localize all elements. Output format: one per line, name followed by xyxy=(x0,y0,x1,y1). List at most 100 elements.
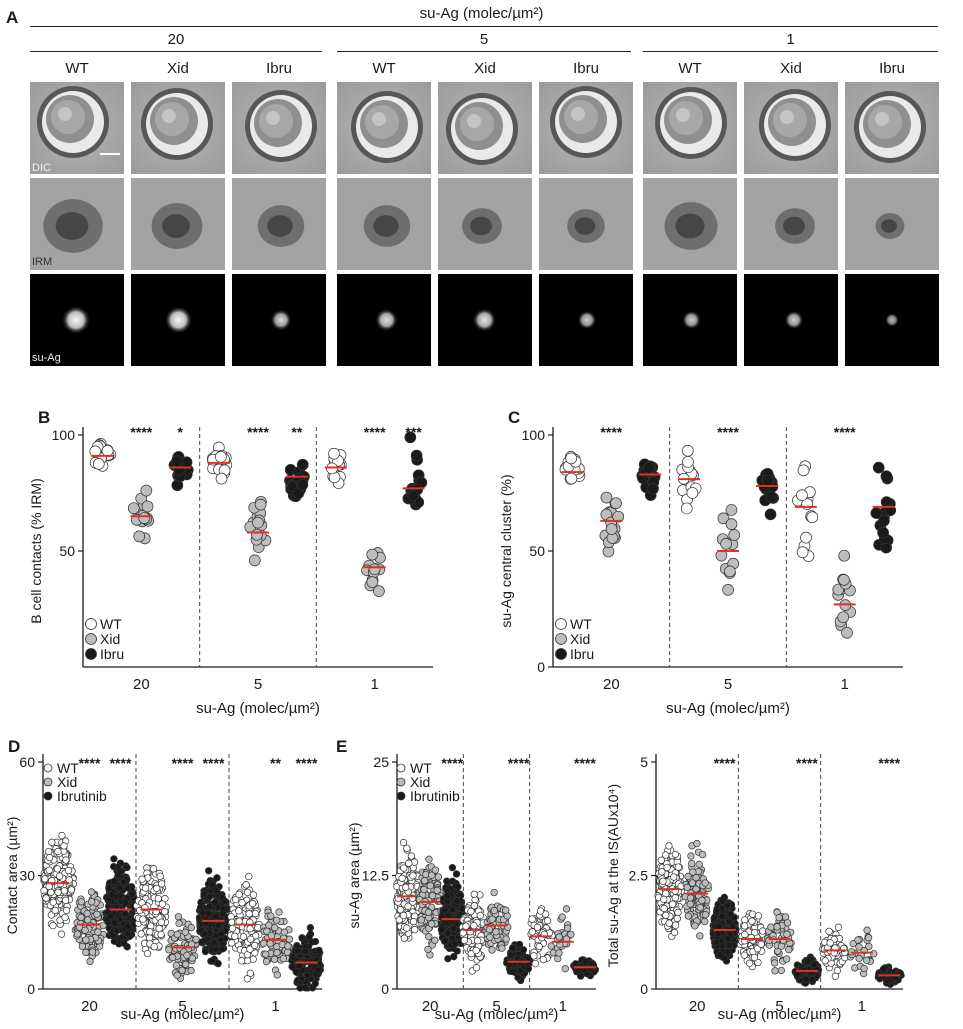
data-point xyxy=(45,866,53,874)
data-point xyxy=(420,876,429,885)
dic-image xyxy=(845,82,939,174)
dic-image xyxy=(30,82,124,174)
data-point xyxy=(366,548,379,561)
significance-stars: **** xyxy=(834,424,856,440)
data-point xyxy=(725,918,733,926)
row-label-irm: IRM xyxy=(32,256,53,268)
legend-marker xyxy=(396,777,406,787)
data-point xyxy=(643,462,655,475)
data-point xyxy=(249,899,257,908)
y-tick-label: 2.5 xyxy=(629,868,649,884)
data-point xyxy=(246,945,254,953)
data-point xyxy=(205,902,214,911)
data-point xyxy=(121,898,129,906)
data-point xyxy=(61,896,70,904)
data-point xyxy=(426,882,434,890)
data-point xyxy=(688,859,696,868)
data-point xyxy=(555,933,563,941)
data-point xyxy=(124,922,132,930)
data-point xyxy=(110,877,118,886)
data-point xyxy=(783,930,791,938)
data-point xyxy=(407,489,420,502)
data-point xyxy=(691,922,699,930)
data-point xyxy=(110,919,119,927)
data-point xyxy=(680,502,693,515)
significance-stars: **** xyxy=(247,424,269,440)
data-point xyxy=(663,863,671,872)
data-point xyxy=(266,940,274,948)
data-point xyxy=(64,866,73,875)
data-point xyxy=(251,909,260,918)
data-point xyxy=(101,445,114,457)
data-point xyxy=(411,925,419,934)
y-tick-label: 0 xyxy=(537,659,545,675)
data-point xyxy=(671,850,680,859)
dic-image xyxy=(232,82,326,174)
data-point xyxy=(77,913,85,921)
data-point xyxy=(473,937,482,945)
irm-image xyxy=(30,178,124,270)
legend-marker xyxy=(555,633,567,645)
data-point xyxy=(698,896,706,905)
data-point xyxy=(399,838,408,847)
data-point xyxy=(605,523,618,535)
data-point xyxy=(470,890,478,898)
data-point xyxy=(647,482,659,495)
data-point xyxy=(422,870,430,879)
data-point xyxy=(315,946,323,955)
data-point xyxy=(78,942,87,951)
data-point xyxy=(825,927,833,936)
data-point xyxy=(425,855,433,863)
data-point xyxy=(306,924,315,932)
data-point xyxy=(681,444,694,457)
significance-stars: **** xyxy=(714,755,736,771)
data-point xyxy=(238,899,246,907)
data-point xyxy=(507,951,515,959)
data-point xyxy=(150,942,158,951)
data-point xyxy=(235,890,243,899)
x-axis-label: su-Ag (molec/µm²) xyxy=(435,1006,559,1023)
data-point xyxy=(688,879,696,887)
data-point xyxy=(248,554,261,567)
significance-stars: **** xyxy=(296,755,318,771)
data-point xyxy=(221,897,229,905)
data-point xyxy=(116,867,125,876)
data-point xyxy=(56,872,64,880)
data-point xyxy=(741,916,749,924)
data-point xyxy=(528,915,536,923)
data-point xyxy=(54,888,62,896)
data-point xyxy=(810,960,818,969)
data-point xyxy=(863,926,871,934)
data-point xyxy=(695,860,703,869)
data-point xyxy=(547,942,555,950)
data-point xyxy=(452,870,461,878)
data-point xyxy=(109,932,117,940)
data-point xyxy=(252,516,264,529)
data-point xyxy=(156,872,164,880)
data-point xyxy=(138,512,151,524)
data-point xyxy=(110,855,118,863)
data-point xyxy=(701,911,710,919)
data-point xyxy=(453,897,461,905)
data-point xyxy=(476,911,484,920)
data-point xyxy=(762,474,774,487)
x-category-label: 5 xyxy=(724,676,732,693)
legend-marker xyxy=(43,763,53,773)
data-point xyxy=(806,511,819,524)
data-point xyxy=(254,498,267,511)
data-point xyxy=(165,946,173,954)
data-point xyxy=(252,932,260,940)
data-point xyxy=(460,936,469,945)
data-point xyxy=(275,908,283,916)
data-point xyxy=(712,938,721,946)
su-ag-image xyxy=(643,274,737,366)
data-point xyxy=(409,917,418,926)
dic-image xyxy=(337,82,431,174)
data-point xyxy=(271,924,279,932)
data-point xyxy=(228,939,236,947)
data-point xyxy=(433,886,441,895)
significance-stars: **** xyxy=(600,424,622,440)
data-point xyxy=(420,885,428,894)
significance-stars: ** xyxy=(270,755,281,771)
